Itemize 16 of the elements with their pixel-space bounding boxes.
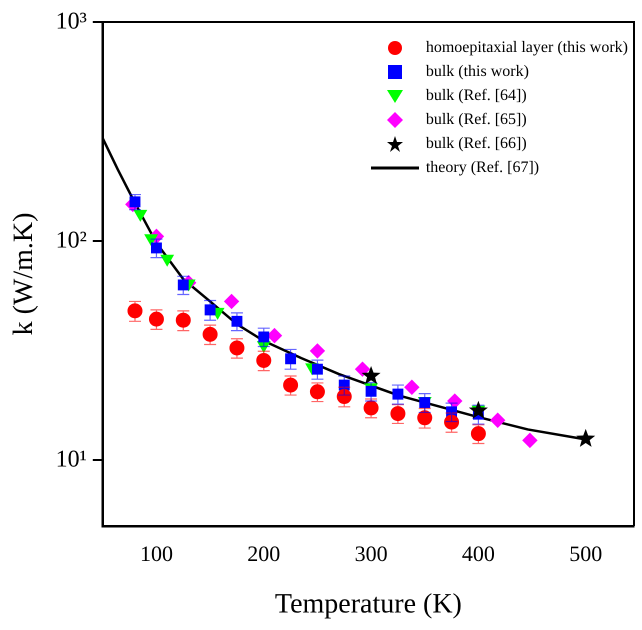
x-axis-title: Temperature (K) <box>274 588 462 620</box>
y-tick-label: 10² <box>56 227 87 254</box>
legend-label: bulk (this work) <box>426 62 529 82</box>
x-tick-label: 200 <box>247 540 280 566</box>
y-tick-label: 10¹ <box>56 446 87 472</box>
legend-label: bulk (Ref. [64]) <box>426 86 527 106</box>
x-tick-label: 300 <box>354 540 388 566</box>
legend-label: theory (Ref. [67]) <box>426 158 540 178</box>
y-tick-label: 10³ <box>56 8 87 34</box>
x-tick-label: 100 <box>140 540 173 566</box>
legend-label: homoepitaxial layer (this work) <box>426 38 628 58</box>
y-axis-title: k (W/m.K) <box>8 212 40 336</box>
x-tick-label: 400 <box>462 540 495 566</box>
legend-label: bulk (Ref. [66]) <box>426 134 527 154</box>
legend-label: bulk (Ref. [65]) <box>426 110 527 130</box>
x-tick-label: 500 <box>569 540 602 566</box>
